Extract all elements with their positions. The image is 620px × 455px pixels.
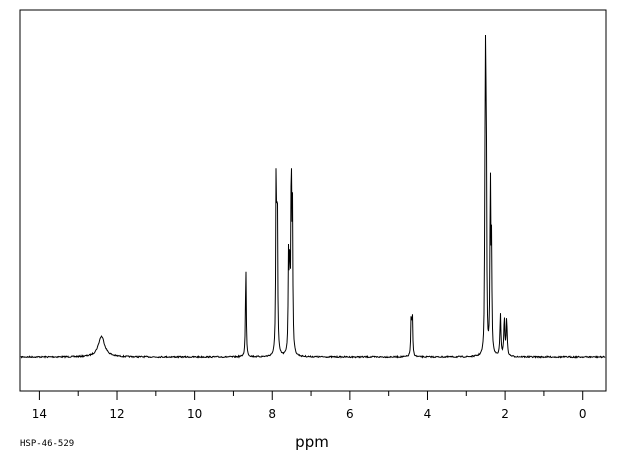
x-axis-ticks	[38, 391, 584, 400]
x-axis-tick-labels: 14 12 10 8 6 4 2 0	[32, 407, 587, 421]
spectrum-line	[20, 34, 606, 359]
x-tick-label: 4	[424, 407, 432, 421]
sample-code-label: HSP-46-529	[20, 439, 74, 449]
plot-frame	[19, 9, 607, 392]
x-tick-label: 8	[268, 407, 276, 421]
x-tick-label: 12	[109, 407, 124, 421]
x-tick-label: 6	[346, 407, 354, 421]
x-tick-label: 2	[501, 407, 509, 421]
x-tick-label: 10	[187, 407, 202, 421]
x-tick-label: 14	[32, 407, 47, 421]
x-tick-label: 0	[579, 407, 587, 421]
x-axis-title: ppm	[295, 433, 329, 451]
